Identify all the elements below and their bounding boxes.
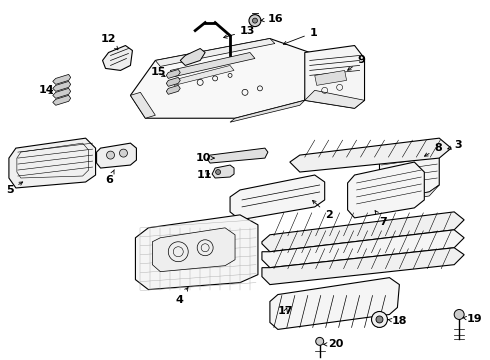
- Polygon shape: [97, 143, 136, 168]
- Polygon shape: [53, 75, 71, 84]
- Text: 6: 6: [105, 170, 114, 185]
- Text: 11: 11: [196, 170, 212, 180]
- Polygon shape: [347, 162, 424, 218]
- Polygon shape: [172, 66, 234, 85]
- Polygon shape: [53, 88, 71, 98]
- Circle shape: [454, 310, 464, 319]
- Text: 20: 20: [323, 339, 343, 349]
- Text: 2: 2: [313, 201, 332, 220]
- Text: 16: 16: [261, 14, 284, 24]
- Polygon shape: [212, 165, 234, 178]
- Text: 9: 9: [347, 55, 366, 70]
- Polygon shape: [262, 248, 464, 285]
- Polygon shape: [270, 278, 399, 329]
- Polygon shape: [379, 145, 439, 200]
- Text: 4: 4: [175, 288, 188, 305]
- Circle shape: [106, 151, 115, 159]
- Polygon shape: [102, 45, 132, 71]
- Polygon shape: [305, 45, 365, 108]
- Polygon shape: [155, 39, 275, 67]
- Polygon shape: [130, 39, 310, 118]
- Polygon shape: [130, 92, 155, 118]
- Circle shape: [316, 337, 324, 345]
- Polygon shape: [135, 215, 258, 289]
- Polygon shape: [379, 185, 439, 205]
- Polygon shape: [230, 175, 325, 220]
- Polygon shape: [152, 228, 235, 272]
- Polygon shape: [315, 71, 346, 85]
- Circle shape: [376, 316, 383, 323]
- Text: 17: 17: [278, 306, 294, 316]
- Polygon shape: [171, 53, 255, 76]
- Text: 19: 19: [463, 314, 483, 324]
- Text: 12: 12: [100, 33, 118, 50]
- Text: 5: 5: [6, 182, 23, 195]
- Polygon shape: [166, 77, 180, 86]
- Text: 10: 10: [195, 153, 214, 163]
- Text: 13: 13: [223, 26, 255, 38]
- Text: 18: 18: [388, 316, 407, 327]
- Text: 14: 14: [39, 85, 54, 95]
- Polygon shape: [9, 138, 96, 188]
- Circle shape: [216, 170, 220, 175]
- Polygon shape: [290, 138, 451, 172]
- Polygon shape: [230, 100, 305, 122]
- Polygon shape: [262, 212, 464, 252]
- Polygon shape: [166, 85, 180, 94]
- Polygon shape: [180, 49, 205, 66]
- Text: 8: 8: [424, 143, 442, 156]
- Text: 7: 7: [375, 211, 387, 227]
- Text: 15: 15: [150, 67, 166, 77]
- Circle shape: [120, 149, 127, 157]
- Polygon shape: [207, 148, 268, 163]
- Polygon shape: [262, 230, 464, 268]
- Polygon shape: [53, 95, 71, 105]
- Polygon shape: [305, 90, 365, 108]
- Polygon shape: [53, 81, 71, 91]
- Circle shape: [371, 311, 388, 328]
- Polygon shape: [166, 69, 180, 78]
- Circle shape: [252, 18, 257, 23]
- Text: 1: 1: [283, 28, 318, 45]
- Text: 3: 3: [448, 140, 462, 150]
- Circle shape: [249, 15, 261, 27]
